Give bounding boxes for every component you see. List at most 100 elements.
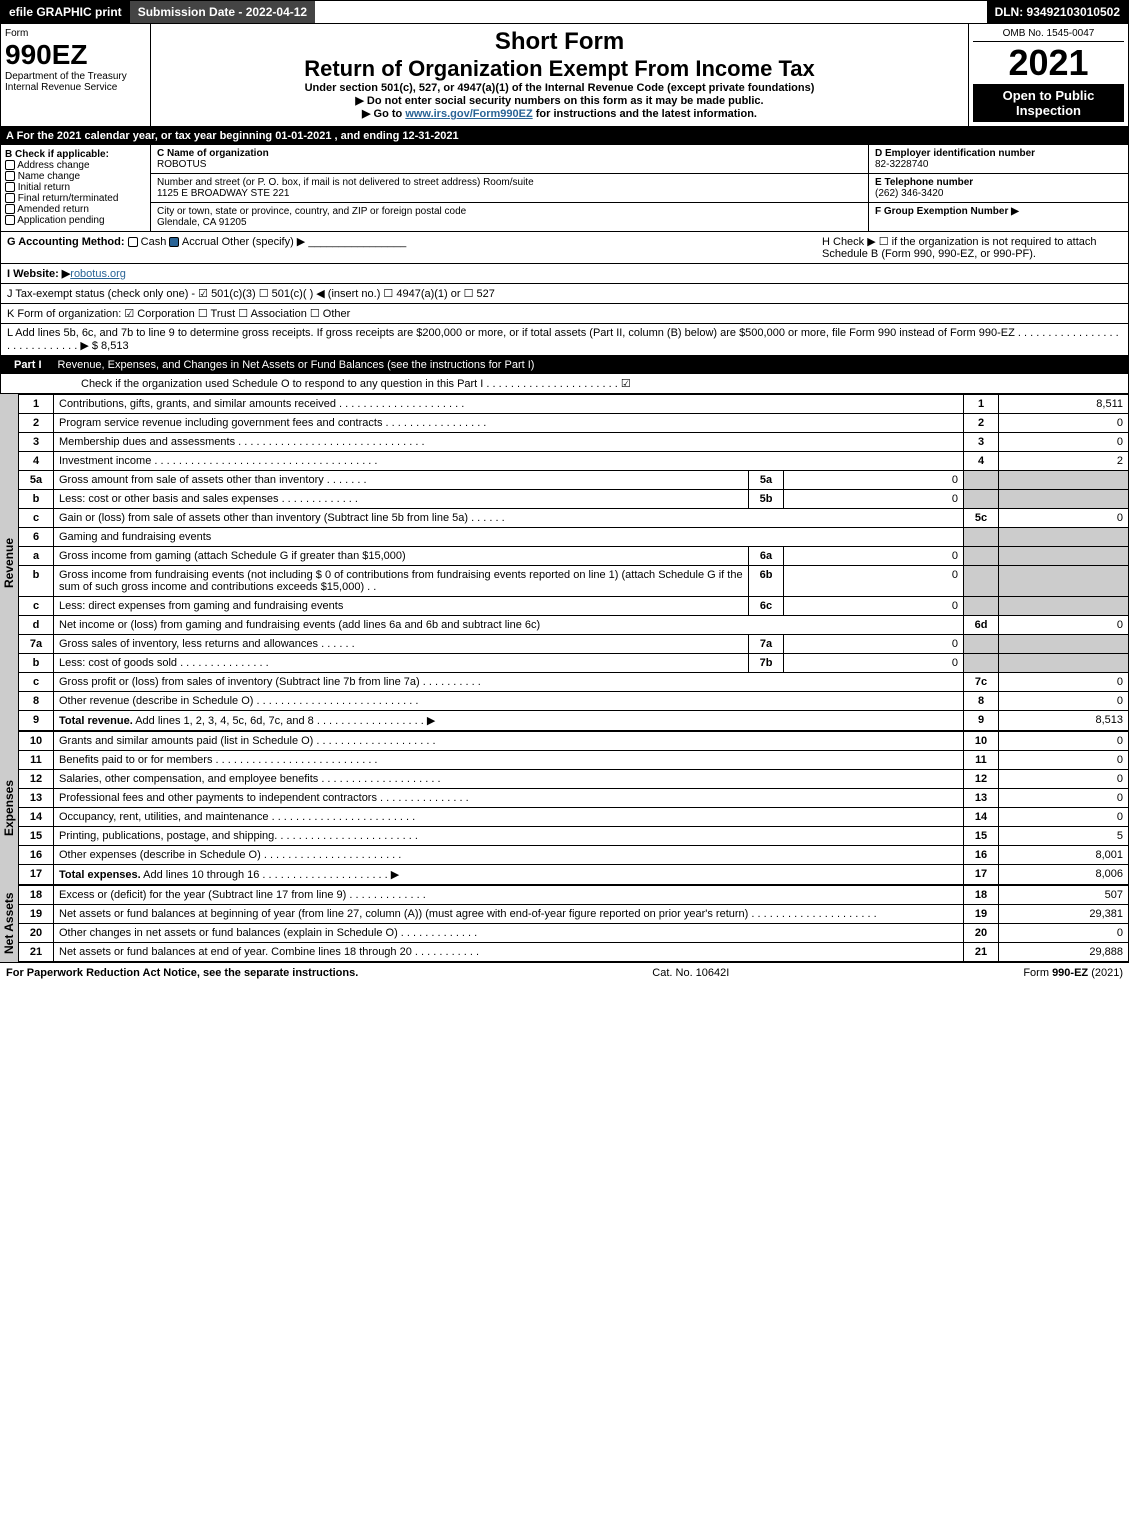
irs-link[interactable]: www.irs.gov/Form990EZ xyxy=(405,108,532,120)
ref-grey xyxy=(964,528,999,547)
line-text: Net income or (loss) from gaming and fun… xyxy=(54,616,964,635)
c-city-label: City or town, state or province, country… xyxy=(157,206,466,217)
revenue-tab: Revenue xyxy=(0,394,18,731)
line-ref: 13 xyxy=(964,789,999,808)
line-10: 10Grants and similar amounts paid (list … xyxy=(19,732,1129,751)
line-val: 0 xyxy=(999,414,1129,433)
line-val: 8,511 xyxy=(999,395,1129,414)
efile-print-button[interactable]: efile GRAPHIC print xyxy=(1,1,130,23)
section-c: C Name of organizationROBOTUS Number and… xyxy=(151,145,868,231)
phone-value: (262) 346-3420 xyxy=(875,188,943,199)
line-val: 2 xyxy=(999,452,1129,471)
line-1: 1Contributions, gifts, grants, and simil… xyxy=(19,395,1129,414)
ref-grey xyxy=(964,547,999,566)
line-val: 0 xyxy=(999,673,1129,692)
i-label: I Website: ▶ xyxy=(7,268,70,280)
submission-date: Submission Date - 2022-04-12 xyxy=(130,1,315,23)
line-ref: 8 xyxy=(964,692,999,711)
val-grey xyxy=(999,654,1129,673)
line-num: 9 xyxy=(19,711,54,731)
line-ref: 16 xyxy=(964,846,999,865)
line-ref: 2 xyxy=(964,414,999,433)
line-text: Other expenses (describe in Schedule O) … xyxy=(54,846,964,865)
line-text: Gross profit or (loss) from sales of inv… xyxy=(54,673,964,692)
part-i-check: Check if the organization used Schedule … xyxy=(0,374,1129,394)
ref-grey xyxy=(964,635,999,654)
footer-center: Cat. No. 10642I xyxy=(652,967,729,979)
form-header: Form 990EZ Department of the Treasury In… xyxy=(0,24,1129,127)
val-grey xyxy=(999,635,1129,654)
inner-ref: 7b xyxy=(749,654,784,673)
line-text: Gross income from fundraising events (no… xyxy=(54,566,749,597)
line-num: 19 xyxy=(19,905,54,924)
line-text: Gaming and fundraising events xyxy=(54,528,964,547)
line-11: 11Benefits paid to or for members . . . … xyxy=(19,751,1129,770)
line-val: 29,381 xyxy=(999,905,1129,924)
line-8: 8Other revenue (describe in Schedule O) … xyxy=(19,692,1129,711)
line-ref: 10 xyxy=(964,732,999,751)
line-7b: bLess: cost of goods sold . . . . . . . … xyxy=(19,654,1129,673)
line-num: 20 xyxy=(19,924,54,943)
line-num: 10 xyxy=(19,732,54,751)
line-15: 15Printing, publications, postage, and s… xyxy=(19,827,1129,846)
i-website: I Website: ▶robotus.org xyxy=(0,264,1129,284)
dln: DLN: 93492103010502 xyxy=(987,1,1128,23)
section-b: B Check if applicable: Address change Na… xyxy=(1,145,151,231)
val-grey xyxy=(999,490,1129,509)
line-num: 1 xyxy=(19,395,54,414)
line-6: 6Gaming and fundraising events xyxy=(19,528,1129,547)
checkbox-pending[interactable] xyxy=(5,215,15,225)
line-ref: 4 xyxy=(964,452,999,471)
inner-val: 0 xyxy=(784,471,964,490)
line-num: 5a xyxy=(19,471,54,490)
d-ein: D Employer identification number82-32287… xyxy=(869,145,1128,174)
note-link: ▶ Go to www.irs.gov/Form990EZ for instru… xyxy=(155,107,964,120)
revenue-table: 1Contributions, gifts, grants, and simil… xyxy=(18,394,1129,731)
tax-year: 2021 xyxy=(973,42,1124,84)
h-schedule-b: H Check ▶ ☐ if the organization is not r… xyxy=(822,235,1122,260)
line-5c: cGain or (loss) from sale of assets othe… xyxy=(19,509,1129,528)
line-num: 16 xyxy=(19,846,54,865)
line-num: b xyxy=(19,654,54,673)
inner-val: 0 xyxy=(784,547,964,566)
inner-val: 0 xyxy=(784,490,964,509)
line-val: 5 xyxy=(999,827,1129,846)
inner-ref: 6c xyxy=(749,597,784,616)
checkbox-cash[interactable] xyxy=(128,237,138,247)
line-text: Investment income . . . . . . . . . . . … xyxy=(54,452,964,471)
line-ref: 5c xyxy=(964,509,999,528)
line-text: Excess or (deficit) for the year (Subtra… xyxy=(54,886,964,905)
line-ref: 9 xyxy=(964,711,999,731)
ref-grey xyxy=(964,654,999,673)
line-num: 8 xyxy=(19,692,54,711)
g-cash: Cash xyxy=(141,236,167,248)
line-text: Other revenue (describe in Schedule O) .… xyxy=(54,692,964,711)
checkbox-name-change[interactable] xyxy=(5,171,15,181)
checkbox-final[interactable] xyxy=(5,193,15,203)
c-name-label: C Name of organization xyxy=(157,148,269,159)
footer-right: Form 990-EZ (2021) xyxy=(1023,967,1123,979)
website-link[interactable]: robotus.org xyxy=(70,268,126,280)
c-name-row: C Name of organizationROBOTUS xyxy=(151,145,868,174)
line-ref: 11 xyxy=(964,751,999,770)
line-6b: bGross income from fundraising events (n… xyxy=(19,566,1129,597)
opt-name: Name change xyxy=(18,171,80,182)
irs-label: Internal Revenue Service xyxy=(5,82,146,93)
line-text: Grants and similar amounts paid (list in… xyxy=(54,732,964,751)
checkbox-address-change[interactable] xyxy=(5,160,15,170)
inner-ref: 5b xyxy=(749,490,784,509)
checkbox-amended[interactable] xyxy=(5,204,15,214)
line-val: 0 xyxy=(999,751,1129,770)
checkbox-accrual[interactable] xyxy=(169,237,179,247)
form-subtitle: Under section 501(c), 527, or 4947(a)(1)… xyxy=(155,82,964,94)
val-grey xyxy=(999,471,1129,490)
line-ref: 3 xyxy=(964,433,999,452)
val-grey xyxy=(999,566,1129,597)
opt-amended: Amended return xyxy=(17,204,89,215)
line-ref: 18 xyxy=(964,886,999,905)
line-val: 8,513 xyxy=(999,711,1129,731)
ein-value: 82-3228740 xyxy=(875,159,928,170)
inner-val: 0 xyxy=(784,566,964,597)
checkbox-initial[interactable] xyxy=(5,182,15,192)
ref-grey xyxy=(964,490,999,509)
